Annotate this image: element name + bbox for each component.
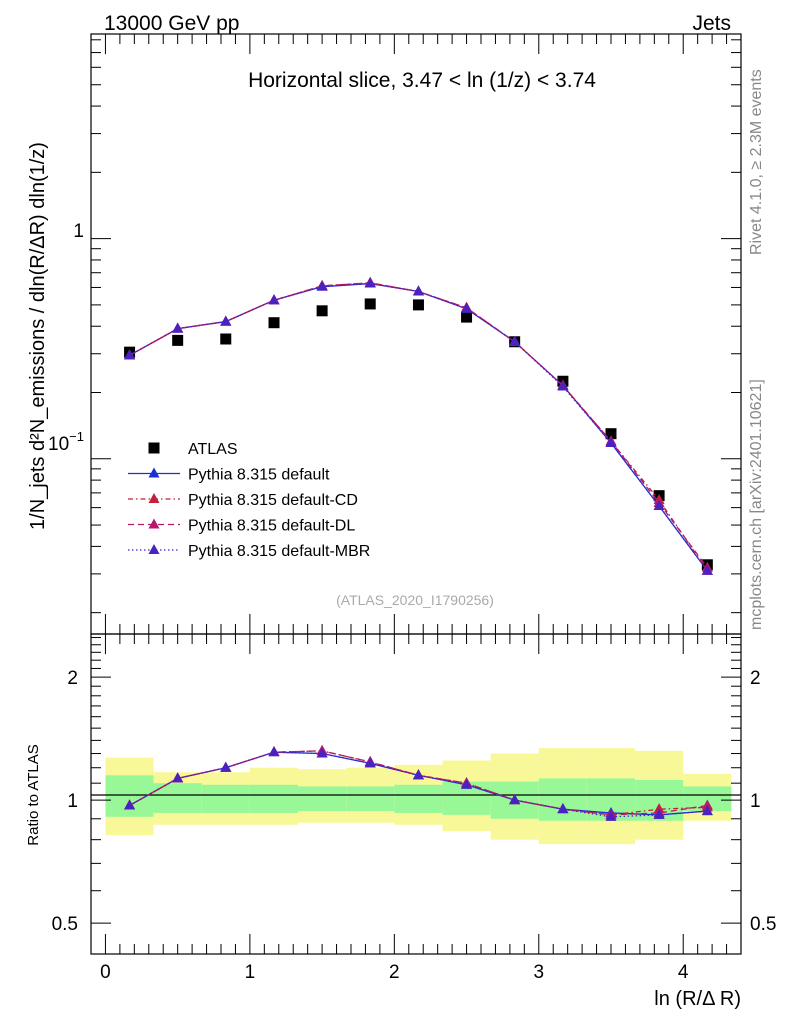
ratio-panel: 0.5 0.5 1 1 2 2 0 1 2 3 4 Ratio to ATLAS ln (R/Δ R… [25, 633, 776, 1010]
legend-label: ATLAS [188, 441, 238, 458]
ratio-series-marker [268, 746, 280, 757]
ratio-ytick-label-right: 1 [750, 791, 761, 812]
ratio-series-marker [605, 810, 617, 821]
legend-label: Pythia 8.315 default-CD [188, 492, 358, 509]
ratio-frame [90, 633, 742, 955]
main-series-marker [124, 349, 136, 360]
atlas-data-point [605, 428, 617, 440]
atlas-data-point [172, 334, 184, 346]
atlas-data-point [268, 317, 280, 329]
main-title: Horizontal slice, 3.47 < ln (1/z) < 3.74 [248, 69, 596, 92]
main-series-marker [268, 294, 280, 305]
ratio-band-inner [394, 784, 443, 813]
legend-marker [148, 467, 160, 478]
main-series-group [124, 276, 713, 575]
header-right: Jets [692, 12, 731, 35]
main-series-marker [364, 277, 376, 288]
ratio-series-marker [124, 799, 136, 810]
atlas-data-point [412, 299, 424, 311]
ratio-bands [105, 748, 732, 845]
main-series-marker [701, 564, 713, 575]
legend-label: Pythia 8.315 default [188, 467, 330, 484]
main-series-marker [172, 322, 184, 333]
legend-label: Pythia 8.315 default-DL [188, 518, 355, 535]
ratio-band-inner [297, 786, 347, 812]
ratio-ytick-label: 2 [67, 668, 78, 689]
ratio-series-marker [172, 772, 184, 783]
ratio-series-marker [412, 769, 424, 780]
ratio-ytick-label-right: 0.5 [750, 914, 776, 935]
ratio-ylabel: Ratio to ATLAS [25, 744, 42, 845]
xtick-label: 1 [245, 962, 256, 983]
legend-marker [148, 544, 160, 554]
ytick-label-1: 1 [73, 221, 84, 242]
ratio-series-marker [701, 805, 713, 816]
main-series-marker [316, 280, 328, 291]
ratio-series-marker [557, 803, 569, 814]
xtick-label: 4 [678, 962, 689, 983]
main-series-marker [557, 380, 569, 391]
main-panel: Horizontal slice, 3.47 < ln (1/z) < 3.74… [27, 33, 742, 954]
mcplots-label: mcplots.cern.ch [arXiv:2401.10621] [748, 379, 765, 630]
ytick-label-0.1: 10−1 [48, 429, 84, 455]
ratio-band-inner [201, 784, 250, 813]
main-series-marker [461, 302, 473, 313]
legend-label: Pythia 8.315 default-MBR [188, 543, 370, 560]
ratio-series-marker [364, 757, 376, 768]
xtick-label: 3 [533, 962, 544, 983]
main-series-marker [412, 285, 424, 296]
ratio-ytick-label: 0.5 [52, 914, 78, 935]
rivet-label: Rivet 4.1.0, ≥ 2.3M events [748, 69, 765, 255]
ratio-axis-ticks: 0.5 0.5 1 1 2 2 0 1 2 3 4 [52, 637, 776, 983]
xtick-label: 0 [100, 962, 111, 983]
ratio-series-marker [220, 761, 232, 772]
main-series-marker [653, 500, 665, 511]
ratio-series-group [124, 744, 713, 821]
legend-marker [148, 493, 160, 503]
watermark: (ATLAS_2020_I1790256) [336, 592, 494, 608]
ratio-series-marker [509, 794, 521, 805]
ratio-series-marker [461, 778, 473, 789]
atlas-data-point [316, 305, 328, 317]
ratio-ytick-label: 1 [67, 791, 78, 812]
ratio-ytick-label-right: 2 [750, 668, 761, 689]
ratio-series-marker [653, 808, 665, 819]
xlabel: ln (R/Δ R) [654, 988, 741, 1010]
legend-marker [148, 442, 160, 454]
xtick-label: 2 [389, 962, 400, 983]
atlas-data-point [220, 333, 232, 345]
ratio-series-marker [701, 799, 713, 810]
legend: ATLAS Pythia 8.315 default Pythia 8.315 de… [128, 441, 370, 560]
atlas-data-point [364, 298, 376, 310]
main-series-marker [509, 335, 521, 346]
main-series-marker [605, 436, 617, 447]
main-series-marker [220, 315, 232, 326]
atlas-data-point [461, 311, 473, 323]
ratio-band-inner [346, 786, 395, 812]
main-ylabel: 1/N_jets d²N_emissions / dln(R/ΔR) dln(1… [27, 142, 49, 530]
ratio-band-inner [538, 778, 587, 821]
main-axis-ticks [91, 34, 742, 954]
ratio-band-inner [249, 784, 298, 813]
header-left: 13000 GeV pp [104, 12, 239, 35]
ratio-series-marker [316, 747, 328, 758]
legend-marker [148, 518, 160, 529]
